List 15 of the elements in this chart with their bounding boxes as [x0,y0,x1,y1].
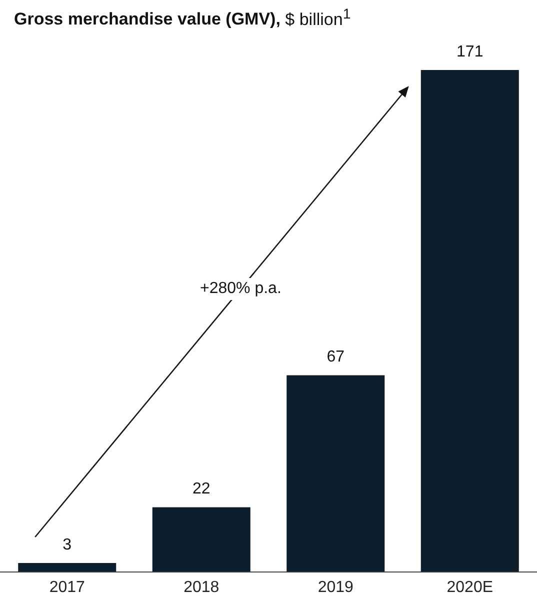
x-tick-label: 2017 [49,578,86,596]
data-label: 67 [326,348,345,366]
bar [18,562,116,572]
annotation: +280% p.a. [196,278,286,300]
bar [420,70,519,572]
data-label: 3 [62,536,72,554]
chart-subtitle: $ billion$^{1}$ [285,6,351,29]
data-label: 22 [192,480,210,498]
chart-title: Gross merchandise value (GMV), [14,10,280,29]
x-tick-label: 2019 [318,578,354,596]
bar [286,375,385,572]
data-label: 171 [456,43,484,60]
bar [152,507,250,572]
x-tick-label: 2020E [446,578,494,596]
x-tick-label: 2018 [184,578,220,596]
